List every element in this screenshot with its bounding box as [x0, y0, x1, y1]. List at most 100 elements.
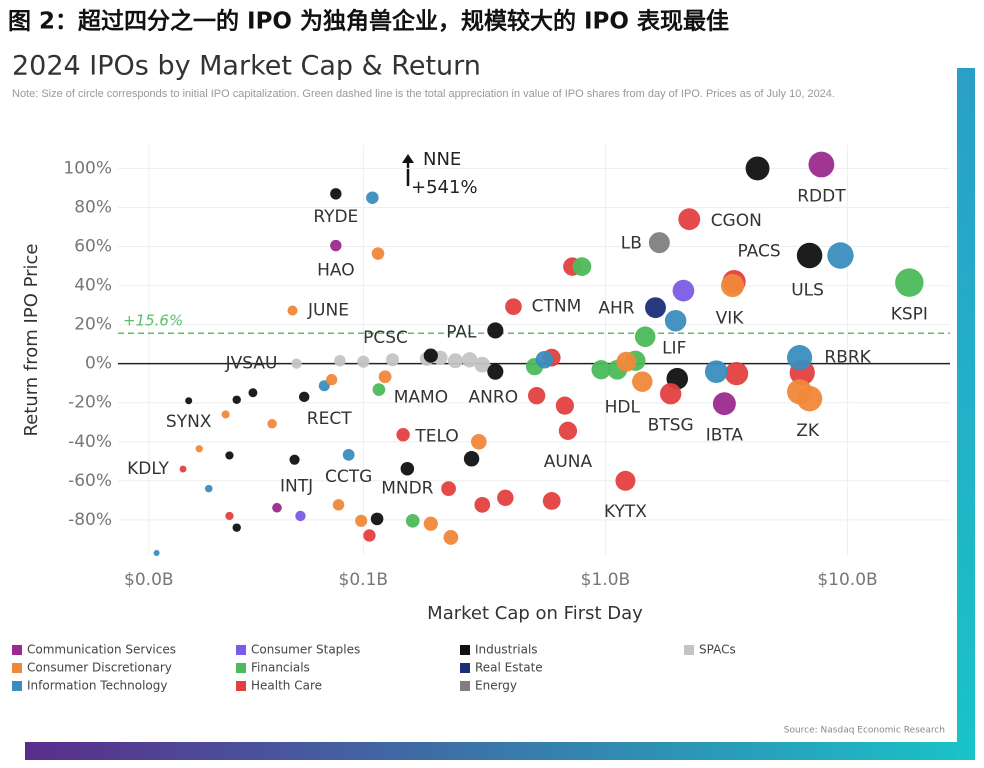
point-label: KYTX [604, 502, 647, 522]
y-tick-label: 60% [74, 237, 112, 257]
y-tick-label: 80% [74, 197, 112, 217]
bubble [443, 530, 459, 545]
decor-bar [25, 742, 975, 760]
legend-swatch [460, 645, 470, 655]
bubble [527, 387, 546, 405]
bubble [291, 358, 302, 369]
bubble [505, 298, 522, 315]
point-label: LB [621, 234, 642, 254]
bubble [572, 257, 592, 276]
point-label: ULS [791, 281, 824, 301]
bubble [615, 470, 636, 491]
point-label: INTJ [280, 477, 313, 497]
point-label: ANRO [469, 388, 519, 408]
point-label: HAO [317, 261, 355, 281]
legend-label: Real Estate [475, 661, 543, 675]
legend-label: Industrials [475, 643, 538, 657]
bubble [326, 374, 338, 386]
bubble [357, 355, 370, 368]
point-label: AHR [598, 299, 634, 319]
x-tick-label: $0.0B [124, 570, 174, 590]
point-label: SYNX [166, 412, 212, 432]
bubble [796, 385, 823, 412]
bubble [405, 513, 420, 528]
bubble [334, 354, 346, 367]
bubble [318, 380, 330, 392]
legend-label: Energy [475, 679, 517, 693]
bubble [704, 360, 728, 384]
legend-swatch [460, 681, 470, 691]
bubble [471, 433, 487, 450]
legend-swatch [12, 681, 22, 691]
point-label: JUNE [307, 301, 349, 321]
y-axis-label: Return from IPO Price [21, 243, 42, 436]
point-label: PAL [446, 322, 477, 342]
bubble [558, 421, 578, 440]
bubble [287, 305, 298, 316]
point-label: IBTA [706, 426, 744, 446]
y-tick-label: -80% [68, 510, 112, 530]
y-tick-label: 0% [85, 354, 112, 374]
bubble [342, 448, 355, 461]
bubble [648, 232, 670, 254]
legend-swatch [12, 645, 22, 655]
legend-swatch [12, 663, 22, 673]
bubble [745, 156, 770, 181]
bubble [712, 392, 736, 416]
bubble [660, 383, 682, 405]
decor-bar [957, 68, 975, 760]
point-label: MNDR [381, 479, 433, 499]
legend-swatch [236, 645, 246, 655]
point-label: BTSG [648, 416, 694, 436]
reference-label: +15.6% [123, 312, 183, 330]
bubble [796, 242, 823, 269]
point-label: HDL [605, 398, 641, 418]
bubble [542, 492, 561, 510]
bubble [895, 268, 924, 297]
bubble [267, 419, 277, 429]
annotation: NNE [423, 149, 461, 170]
bubble [591, 360, 611, 380]
legend-label: SPACs [699, 643, 736, 657]
bubble [678, 208, 701, 231]
y-tick-label: -60% [68, 471, 112, 491]
bubble [497, 489, 514, 507]
bubble [372, 383, 386, 396]
bubble [332, 499, 345, 511]
bubble [185, 397, 193, 405]
bubble [179, 465, 187, 473]
point-label: CGON [711, 211, 762, 231]
bubble [720, 273, 745, 298]
point-label: RYDE [313, 207, 358, 227]
bubble [225, 451, 234, 460]
source: Source: Nasdaq Economic Research [784, 726, 945, 736]
legend-label: Information Technology [27, 679, 168, 693]
legend-swatch [684, 645, 694, 655]
bubble [363, 529, 376, 542]
bubble [634, 326, 656, 348]
bubble [204, 484, 213, 493]
legend-swatch [236, 681, 246, 691]
bubble [371, 247, 385, 260]
legend-label: Consumer Staples [251, 643, 360, 657]
point-label: ZK [796, 421, 820, 441]
bubble [370, 512, 384, 526]
legend-swatch [236, 663, 246, 673]
bubble [298, 391, 310, 403]
bubble [378, 370, 392, 384]
bubble [272, 502, 282, 513]
bubble [400, 461, 415, 476]
legend-label: Communication Services [27, 643, 176, 657]
bubble [330, 239, 342, 252]
bubble [535, 350, 554, 369]
bubble [396, 428, 410, 442]
page-title: 图 2：超过四分之一的 IPO 为独角兽企业，规模较大的 IPO 表现最佳 [8, 8, 729, 35]
bubble [827, 242, 854, 269]
point-label: LIF [662, 339, 686, 359]
bubble [616, 351, 637, 372]
bubble [295, 510, 306, 522]
point-label: RDDT [797, 187, 846, 207]
bubble [330, 188, 342, 200]
bubble [355, 514, 368, 527]
bubble [664, 309, 687, 332]
